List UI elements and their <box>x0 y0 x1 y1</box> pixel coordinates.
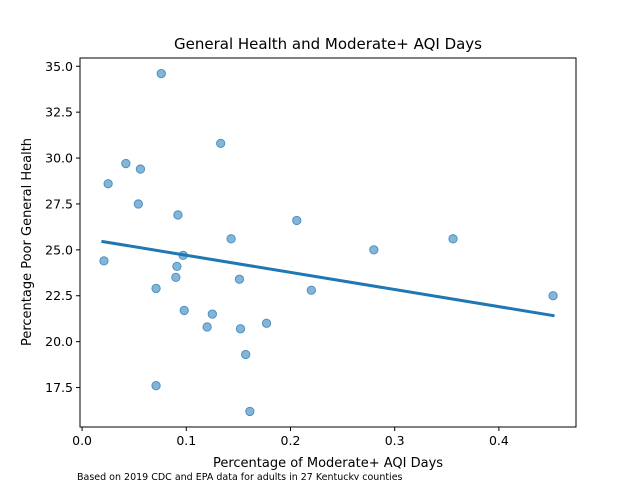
data-point-17 <box>234 274 245 284</box>
plot-background <box>80 58 576 427</box>
data-point-14 <box>207 309 217 319</box>
data-point-18 <box>235 324 246 334</box>
y-tick-label: 22.5 <box>45 288 73 303</box>
data-point-21 <box>261 318 272 328</box>
y-tick-label: 25.0 <box>45 242 73 257</box>
data-point-19 <box>241 349 251 360</box>
y-axis-label: Percentage Poor General Health <box>20 138 35 346</box>
x-tick-label: 0.4 <box>489 433 509 448</box>
plot-area <box>80 58 576 427</box>
data-point-16 <box>226 234 236 244</box>
data-point-9 <box>172 261 182 272</box>
y-tick-label: 27.5 <box>45 196 73 211</box>
footnote: Based on 2019 CDC and EPA data for adult… <box>77 472 403 480</box>
data-point-10 <box>173 210 183 220</box>
y-axis-ticks: 17.5 20.0 22.5 25.0 27.5 30.0 32.5 35.0 <box>45 59 80 395</box>
data-point-20 <box>245 406 255 417</box>
regression-line-group <box>101 239 555 318</box>
chart-title: General Health and Moderate+ AQI Days <box>174 35 482 53</box>
x-tick-label: 0.1 <box>176 433 196 448</box>
data-point-0 <box>99 256 109 266</box>
y-tick-label: 30.0 <box>45 151 73 166</box>
y-tick-label: 35.0 <box>45 59 73 74</box>
plot-frame <box>79 57 577 428</box>
data-point-24 <box>369 245 379 255</box>
data-point-8 <box>171 272 181 283</box>
y-tick-label: 32.5 <box>45 105 73 120</box>
scatter-points <box>99 68 558 417</box>
x-axis-label: Percentage of Moderate+ AQI Days <box>213 456 443 471</box>
data-point-4 <box>135 164 146 174</box>
y-tick-label: 20.0 <box>45 334 73 349</box>
regression-line <box>101 239 555 318</box>
data-point-15 <box>216 138 226 149</box>
data-point-26 <box>548 291 558 301</box>
data-point-5 <box>151 283 161 294</box>
x-axis-ticks: 0.0 0.1 0.2 0.3 0.4 <box>72 427 509 448</box>
data-point-12 <box>179 305 189 316</box>
y-tick-label: 17.5 <box>45 380 73 395</box>
data-point-3 <box>133 199 144 209</box>
data-point-1 <box>103 179 113 189</box>
data-point-7 <box>156 68 166 79</box>
data-point-25 <box>448 234 458 244</box>
x-tick-label: 0.0 <box>72 433 92 448</box>
x-tick-label: 0.2 <box>281 433 301 448</box>
data-point-13 <box>202 322 212 332</box>
data-point-23 <box>306 285 316 295</box>
x-tick-label: 0.3 <box>385 433 405 448</box>
data-point-2 <box>121 158 131 169</box>
data-point-6 <box>151 381 161 391</box>
data-point-22 <box>292 215 302 226</box>
